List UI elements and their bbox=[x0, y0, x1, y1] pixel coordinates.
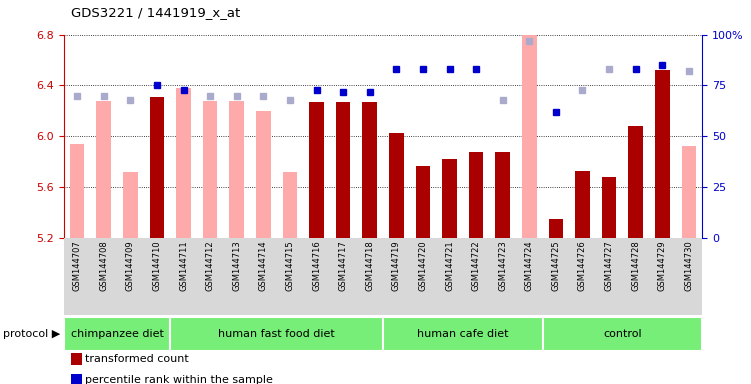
Text: GSM144711: GSM144711 bbox=[179, 240, 188, 291]
Text: GSM144730: GSM144730 bbox=[684, 240, 693, 291]
Bar bbox=[383, 317, 542, 351]
Text: GSM144725: GSM144725 bbox=[551, 240, 560, 291]
Bar bbox=[548, 219, 563, 238]
Bar bbox=[70, 144, 84, 238]
Bar bbox=[363, 102, 377, 238]
Bar bbox=[629, 126, 643, 238]
Text: GSM144728: GSM144728 bbox=[631, 240, 640, 291]
Bar bbox=[655, 70, 670, 238]
Bar bbox=[682, 147, 696, 238]
Text: human cafe diet: human cafe diet bbox=[417, 329, 508, 339]
Text: GSM144709: GSM144709 bbox=[126, 240, 135, 291]
Text: control: control bbox=[603, 329, 641, 339]
Bar bbox=[96, 101, 111, 238]
Bar bbox=[336, 102, 351, 238]
Text: GSM144717: GSM144717 bbox=[339, 240, 348, 291]
Bar bbox=[282, 172, 297, 238]
Bar bbox=[309, 102, 324, 238]
Text: GSM144721: GSM144721 bbox=[445, 240, 454, 291]
Text: GSM144724: GSM144724 bbox=[525, 240, 534, 291]
Bar bbox=[543, 317, 702, 351]
Text: GSM144708: GSM144708 bbox=[99, 240, 108, 291]
Bar bbox=[170, 317, 383, 351]
Bar bbox=[469, 152, 484, 238]
Bar bbox=[415, 166, 430, 238]
Bar bbox=[496, 152, 510, 238]
Bar bbox=[123, 172, 137, 238]
Bar bbox=[442, 159, 457, 238]
Text: GSM144718: GSM144718 bbox=[365, 240, 374, 291]
Bar bbox=[229, 101, 244, 238]
Bar bbox=[64, 317, 170, 351]
Text: GSM144723: GSM144723 bbox=[498, 240, 507, 291]
Bar bbox=[522, 35, 537, 238]
Text: GSM144722: GSM144722 bbox=[472, 240, 481, 291]
Text: GSM144729: GSM144729 bbox=[658, 240, 667, 291]
Text: GSM144716: GSM144716 bbox=[312, 240, 321, 291]
Text: GSM144707: GSM144707 bbox=[73, 240, 82, 291]
Bar bbox=[602, 177, 617, 238]
Bar bbox=[256, 111, 270, 238]
Bar bbox=[389, 132, 403, 238]
Text: GSM144714: GSM144714 bbox=[259, 240, 268, 291]
Text: protocol ▶: protocol ▶ bbox=[3, 329, 60, 339]
Text: chimpanzee diet: chimpanzee diet bbox=[71, 329, 164, 339]
Bar bbox=[149, 97, 164, 238]
Text: GSM144710: GSM144710 bbox=[152, 240, 161, 291]
Text: human fast food diet: human fast food diet bbox=[219, 329, 335, 339]
Bar bbox=[575, 170, 590, 238]
Text: GSM144720: GSM144720 bbox=[418, 240, 427, 291]
Bar bbox=[203, 101, 218, 238]
Bar bbox=[176, 88, 191, 238]
Text: GSM144727: GSM144727 bbox=[605, 240, 614, 291]
Text: GSM144719: GSM144719 bbox=[392, 240, 401, 291]
Text: GSM144713: GSM144713 bbox=[232, 240, 241, 291]
Text: GSM144715: GSM144715 bbox=[285, 240, 294, 291]
Text: GSM144712: GSM144712 bbox=[206, 240, 215, 291]
Text: GSM144726: GSM144726 bbox=[578, 240, 587, 291]
Text: GDS3221 / 1441919_x_at: GDS3221 / 1441919_x_at bbox=[71, 6, 240, 19]
Text: percentile rank within the sample: percentile rank within the sample bbox=[85, 375, 273, 384]
Text: transformed count: transformed count bbox=[85, 354, 189, 364]
